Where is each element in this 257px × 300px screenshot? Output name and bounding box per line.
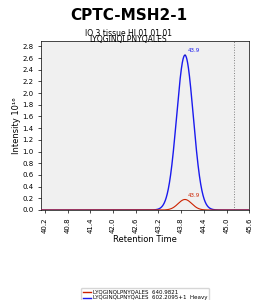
Text: CPTC-MSH2-1: CPTC-MSH2-1 (70, 8, 187, 22)
Text: IO 3 tissue HI 01 01 01: IO 3 tissue HI 01 01 01 (85, 28, 172, 38)
Text: 43.9: 43.9 (185, 193, 200, 200)
X-axis label: Retention Time: Retention Time (113, 235, 177, 244)
Text: LYQGINQLPNYQALES: LYQGINQLPNYQALES (90, 35, 167, 44)
Text: 43.9: 43.9 (185, 48, 200, 55)
Y-axis label: Intensity 10¹⁶: Intensity 10¹⁶ (12, 97, 21, 154)
Legend: LYQGINQLPNYQALES  640.9821, LYQGINQLPNYQALES  602.2095+1  Heavy: LYQGINQLPNYQALES 640.9821, LYQGINQLPNYQA… (81, 288, 209, 300)
